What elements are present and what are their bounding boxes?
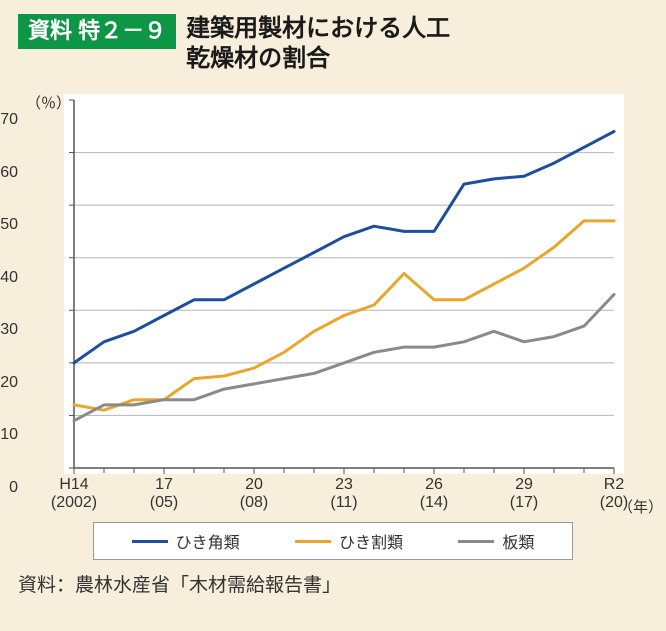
y-tick-label: 30 [0,321,18,339]
legend-label: 板類 [502,529,534,553]
legend-item: ひき割類 [295,529,403,553]
legend-label: ひき割類 [339,529,403,553]
y-tick-label: 10 [0,426,18,444]
x-tick-label: 29(17) [510,476,538,513]
x-tick-label: 23(11) [330,476,357,513]
x-tick-label: 20(08) [240,476,268,513]
y-tick-label: 50 [0,216,18,234]
legend-swatch [458,540,494,543]
figure-badge: 資料 特２－９ [18,14,176,49]
legend-item: 板類 [458,529,534,553]
y-tick-label: 40 [0,269,18,287]
x-tick-label: 17(05) [150,476,178,513]
x-tick-label: 26(14) [420,476,448,513]
legend-swatch [295,540,331,543]
source-text: 資料：農林水産省「木材需給報告書」 [18,570,648,597]
figure-title: 建築用製材における人工乾燥材の割合 [186,14,450,74]
legend: ひき角類 ひき割類 板類 [93,522,573,560]
header: 資料 特２－９ 建築用製材における人工乾燥材の割合 [18,14,648,74]
legend-label: ひき角類 [176,529,240,553]
legend-swatch [132,540,168,543]
x-tick-label: H14(2002) [51,476,97,513]
y-tick-label: 60 [0,164,18,182]
y-tick-label: 70 [0,111,18,129]
chart-svg [64,94,624,474]
y-tick-label: 0 [0,479,18,497]
y-tick-label: 20 [0,374,18,392]
legend-item: ひき角類 [132,529,240,553]
plot [64,94,624,474]
x-axis-labels: H14(2002)17(05)20(08)23(11)26(14)29(17)R… [64,474,624,514]
chart-area: （％） 010203040506070 （年） H14(2002)17(05)2… [18,94,648,514]
x-tick-label: R2(20) [600,476,628,513]
